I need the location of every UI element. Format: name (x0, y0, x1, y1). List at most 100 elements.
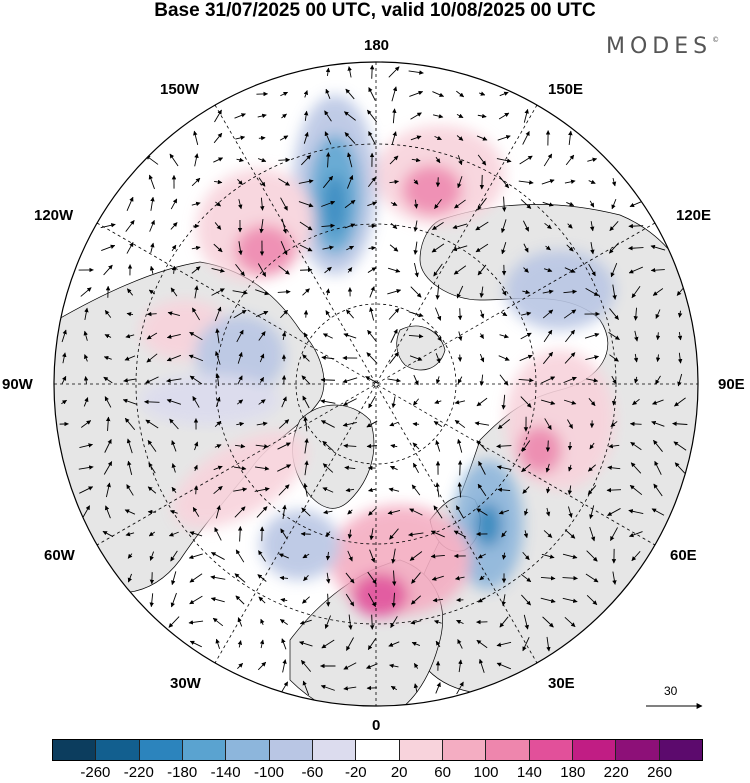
wind-vector (455, 575, 465, 581)
wind-vector (477, 553, 486, 559)
wind-vector (235, 135, 246, 141)
lon-label-60w: 60W (44, 547, 75, 564)
wind-vector (210, 575, 226, 580)
wind-vector (105, 482, 111, 498)
wind-vector (299, 641, 313, 647)
wind-vector (124, 509, 136, 515)
wind-vector (367, 109, 377, 123)
wind-vector (103, 461, 113, 475)
wind-vector (260, 618, 265, 626)
lon-label-120e: 120E (676, 207, 712, 224)
wind-vector (629, 201, 643, 208)
wind-vector (546, 636, 551, 652)
anomaly-negative-westsiberia-core (474, 503, 502, 547)
wind-vector (259, 197, 265, 211)
wind-vector (233, 309, 247, 319)
colorbar-tick-label: 140 (516, 764, 542, 781)
wind-vector (84, 307, 89, 321)
wind-vector (188, 553, 203, 560)
wind-vector (258, 135, 266, 141)
wind-vector (563, 309, 577, 319)
wind-vector (126, 311, 134, 317)
wind-vector (498, 112, 510, 120)
wind-vector (125, 333, 135, 339)
wind-vector (258, 331, 266, 341)
wind-vector (545, 507, 551, 517)
wind-vector (496, 662, 512, 670)
wind-vector (368, 245, 376, 251)
wind-vector (412, 421, 420, 427)
wind-vector (304, 438, 309, 454)
lon-label-150w: 150W (160, 81, 200, 98)
wind-vector (62, 352, 67, 364)
wind-vector (476, 508, 488, 516)
wind-vector (127, 573, 132, 583)
wind-vector (413, 663, 419, 669)
wind-vector (568, 464, 573, 472)
wind-vector (542, 201, 554, 207)
wind-vector (389, 528, 399, 540)
wind-vector (234, 506, 246, 518)
wind-vector (149, 593, 154, 608)
wind-vector (433, 421, 443, 427)
wind-vector (189, 375, 203, 385)
wind-vector (325, 531, 331, 537)
wind-vector (214, 527, 222, 541)
wind-vector (387, 510, 401, 515)
wind-vector (456, 135, 464, 141)
wind-vector (369, 528, 374, 541)
wind-vector (543, 267, 553, 273)
wind-vector (325, 88, 331, 100)
wind-vector (677, 331, 683, 341)
wind-vector (365, 376, 379, 384)
lon-label-90w: 90W (2, 376, 33, 393)
wind-vector (633, 353, 639, 363)
wind-vector (237, 617, 243, 627)
wind-vector (211, 268, 225, 273)
wind-vector (102, 530, 114, 538)
wind-vector (79, 443, 93, 448)
wind-vector (302, 596, 310, 604)
lon-label-90e: 90E (718, 376, 745, 393)
wind-vector (127, 553, 133, 559)
wind-vector (170, 222, 178, 230)
wind-vector (171, 265, 177, 274)
colorbar-swatch (399, 740, 443, 760)
wind-vector (148, 531, 156, 537)
wind-vector (127, 460, 133, 475)
wind-vector (170, 198, 178, 210)
wind-vector (171, 440, 177, 452)
wind-vector (169, 153, 179, 167)
wind-vector (498, 509, 509, 515)
wind-vector (367, 329, 377, 343)
wind-vector (543, 153, 553, 167)
wind-vector (61, 399, 67, 405)
wind-vector (105, 416, 111, 431)
wind-vector (411, 484, 421, 496)
wind-vector (348, 614, 353, 630)
wind-vector (633, 307, 639, 321)
wind-vector (589, 221, 595, 232)
wind-vector (256, 421, 268, 426)
wind-vector (61, 329, 67, 343)
wind-vector (277, 442, 291, 450)
wind-vector (567, 419, 573, 429)
wind-vector (567, 485, 573, 495)
wind-vector (61, 375, 67, 384)
wind-vector (344, 465, 356, 471)
wind-vector (321, 200, 336, 207)
wind-vector (518, 180, 534, 185)
wind-vector (215, 328, 220, 344)
wind-vector (585, 573, 599, 583)
wind-vector (192, 396, 200, 408)
wind-vector (171, 463, 176, 473)
wind-vector (281, 638, 287, 650)
wind-vector (322, 175, 334, 189)
wind-vector (520, 332, 532, 340)
wind-vector (479, 575, 485, 581)
wind-vector (477, 154, 487, 166)
wind-vector (171, 486, 177, 494)
wind-vector (655, 309, 661, 319)
anomaly-positive-siberia-core (402, 165, 462, 215)
